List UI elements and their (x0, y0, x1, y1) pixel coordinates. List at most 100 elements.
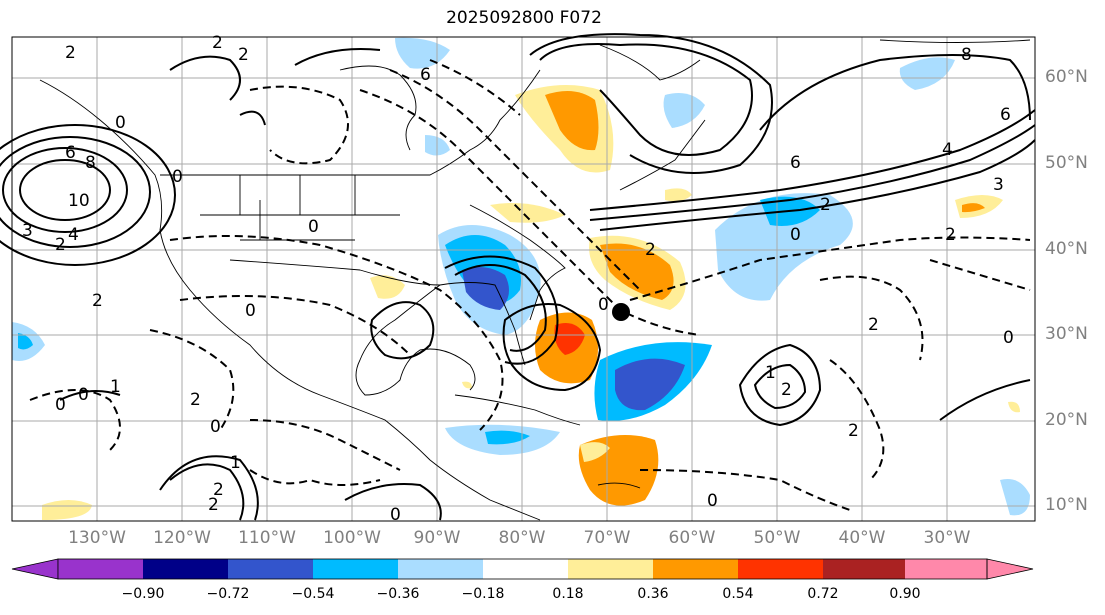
neg-anomaly-pacific-core (18, 333, 33, 350)
contour-label: 6 (790, 153, 801, 173)
contour-label: 0 (210, 417, 221, 437)
lon-label-40w: 40°W (838, 528, 886, 548)
neg-anomaly-gulf-inner (462, 266, 509, 310)
contour-label: 2 (868, 315, 879, 335)
colorbar-tick-label: 0.54 (722, 586, 754, 602)
pos-anomaly-hispaniola-edge (580, 442, 610, 462)
contour-labels: 2 2 2 0 6 8 6 4 0 2 6 10 8 6 4 3 2 0 0 2… (22, 33, 1014, 525)
contour-label: 0 (390, 505, 401, 525)
pos-anomaly-bahamas-core (554, 322, 585, 355)
contour-label: 1 (230, 453, 241, 473)
storm-center-dot (612, 303, 630, 321)
pos-anomaly-east-atl-core (962, 203, 985, 213)
contour-label: 2 (65, 43, 76, 63)
contour-label: 2 (92, 291, 103, 311)
colorbar-segment (483, 559, 568, 579)
neg-anomaly-east (1000, 479, 1030, 516)
colorbar-tick-label: −0.18 (461, 586, 505, 602)
colorbar-tick-label: 0.18 (552, 586, 584, 602)
lon-label-110w: 110°W (238, 528, 296, 548)
colorbar-segment (823, 559, 905, 579)
lat-label-20n: 20°N (1045, 410, 1088, 430)
pos-anomaly-texas (370, 275, 405, 299)
lon-label-100w: 100°W (323, 528, 381, 548)
lat-label-60n: 60°N (1045, 67, 1088, 87)
contour-label: 4 (942, 140, 953, 160)
neg-anomaly-caribbean-core (485, 430, 530, 445)
lon-label-30w: 30°W (923, 528, 971, 548)
pos-anomaly-labrador-core (545, 91, 599, 151)
contour-label: 6 (1000, 105, 1011, 125)
contour-label: 0 (1003, 328, 1014, 348)
contour-label: 0 (707, 491, 718, 511)
colorbar-tick-label: 0.90 (889, 586, 921, 602)
colorbar-max-arrow (986, 558, 1034, 580)
pos-anomaly-pacific (42, 500, 92, 520)
colorbar-segment (143, 559, 228, 579)
lon-label-50w: 50°W (753, 528, 801, 548)
lat-label-10n: 10°N (1045, 495, 1088, 515)
contour-label: 0 (172, 167, 183, 187)
contour-label: 2 (945, 225, 956, 245)
contour-label: 2 (645, 240, 656, 260)
colorbar-tick-label: −0.90 (121, 586, 165, 602)
contour-label: 0 (790, 225, 801, 245)
lon-label-120w: 120°W (153, 528, 211, 548)
contour-label: 3 (993, 175, 1004, 195)
colorbar-outline (57, 558, 988, 580)
colorbar (11, 558, 1034, 580)
lon-label-70w: 70°W (583, 528, 631, 548)
colorbar-tick-label: −0.36 (376, 586, 420, 602)
colorbar-segment (738, 559, 823, 579)
contour-label: 0 (78, 385, 89, 405)
colorbar-tick-label: −0.54 (291, 586, 335, 602)
colorbar-tick-label: 0.72 (807, 586, 839, 602)
contour-label: 2 (213, 480, 224, 500)
pos-anomaly-tiny-1 (1008, 401, 1020, 413)
contour-label: 2 (190, 390, 201, 410)
pos-anomaly-newfoundland (665, 188, 692, 202)
lat-label-50n: 50°N (1045, 153, 1088, 173)
contour-label: 0 (598, 295, 609, 315)
contour-label: 0 (308, 217, 319, 237)
lon-label-130w: 130°W (68, 528, 126, 548)
lat-label-30n: 30°N (1045, 324, 1088, 344)
coastlines (39, 39, 1031, 521)
contour-label: 1 (765, 363, 776, 383)
contour-label: 0 (115, 113, 126, 133)
pos-anomaly-west-atl-core (600, 243, 674, 300)
contour-label: 2 (848, 421, 859, 441)
contour-label: 0 (55, 395, 66, 415)
contour-label: 1 (110, 377, 121, 397)
contour-label: 4 (68, 225, 79, 245)
colorbar-min-arrow (11, 558, 59, 580)
map-frame (11, 36, 1036, 522)
contour-label: 8 (961, 45, 972, 65)
pos-anomaly-northeast (490, 202, 565, 223)
colorbar-segment (905, 559, 987, 579)
anomaly-fills (12, 37, 1030, 520)
lat-label-40n: 40°N (1045, 239, 1088, 259)
colorbar-segment (313, 559, 398, 579)
map-title: 2025092800 F072 (446, 8, 602, 28)
colorbar-segment (228, 559, 313, 579)
contour-label: 2 (820, 195, 831, 215)
contour-label: 3 (22, 221, 33, 241)
contour-label: 2 (55, 235, 66, 255)
contour-label: 6 (65, 143, 76, 163)
contour-label: 0 (245, 301, 256, 321)
contour-label: 10 (68, 191, 90, 211)
colorbar-segment (398, 559, 483, 579)
neg-anomaly-central-atl (715, 193, 853, 301)
lon-label-80w: 80°W (498, 528, 546, 548)
contour-label: 2 (781, 380, 792, 400)
lon-label-60w: 60°W (668, 528, 716, 548)
neg-anomaly-atl-core (615, 358, 685, 411)
neg-anomaly-hudson (395, 37, 450, 69)
neg-anomaly-labrador (663, 92, 705, 128)
contour-label: 2 (212, 33, 223, 53)
colorbar-segment (653, 559, 738, 579)
lon-label-90w: 90°W (413, 528, 461, 548)
contour-label: 8 (85, 153, 96, 173)
